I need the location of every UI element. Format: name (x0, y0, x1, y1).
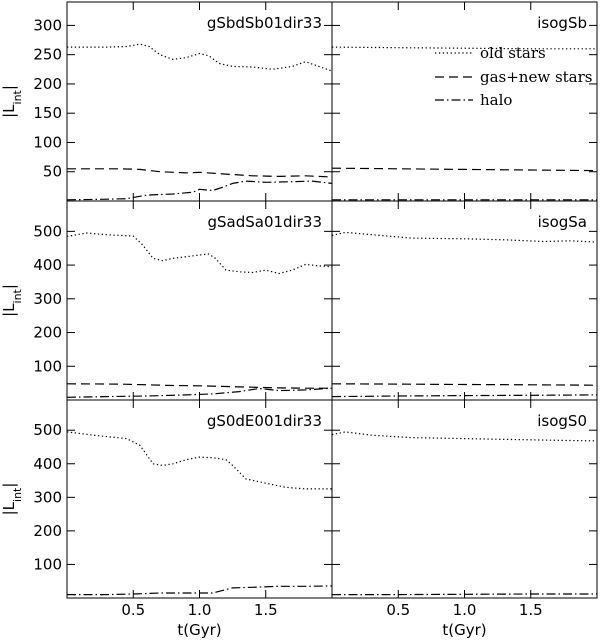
y-tick-label: 100 (33, 133, 62, 151)
y-tick-label: 250 (33, 46, 62, 64)
y-axis-title-subscript: int (11, 89, 24, 104)
y-tick-label: 400 (33, 455, 62, 473)
series-line-dotted (66, 232, 333, 275)
panel-1-0: 100 200 300 400 500 gSadSa01dir33 (33, 200, 333, 401)
panel-label: gSadSa01dir33 (208, 213, 323, 231)
panel-0-1: isogSb (331, 1, 598, 202)
series-line-dotted (66, 431, 332, 490)
panel-label: gS0dE001dir33 (207, 412, 322, 430)
series-line-dash-dot (67, 585, 333, 596)
y-tick-label: 300 (33, 290, 62, 308)
series-line-dashed (66, 383, 332, 389)
x-axis-title: t(Gyr) (177, 621, 221, 639)
y-axis-title: |Lint| (0, 284, 24, 317)
legend-label: gas+new stars (480, 68, 593, 86)
y-tick-label: 200 (33, 522, 62, 540)
x-axis-titles: t(Gyr) t(Gyr) (177, 621, 486, 639)
series-line-dotted (331, 46, 597, 50)
series-line-dash-dot (331, 394, 598, 398)
panel-1-1: isogSa (331, 200, 598, 401)
x-tick-label: 1.5 (254, 601, 278, 619)
x-tick-label: 1.5 (519, 601, 543, 619)
y-tick-label: 100 (33, 555, 62, 573)
series-line-dashed (331, 383, 598, 386)
y-axis-title: |Lint| (0, 85, 24, 118)
y-axis-title-subscript: int (11, 487, 24, 502)
y-axis-title-end: | (0, 284, 18, 289)
x-axis-title: t(Gyr) (442, 621, 486, 639)
panel-label: isogSa (538, 213, 587, 231)
panel-label: gSbdSb01dir33 (207, 14, 322, 32)
series-line-dashed (331, 167, 598, 172)
y-tick-label: 400 (33, 256, 62, 274)
series-line-dotted (67, 43, 333, 72)
y-tick-label: 150 (33, 104, 62, 122)
legend: old stars gas+new stars halo (435, 44, 593, 109)
y-tick-label: 300 (33, 488, 62, 506)
series-line-dotted (331, 431, 598, 442)
series-line-dash-dot (66, 180, 333, 201)
series-line-dotted (331, 231, 598, 243)
y-tick-label: 100 (33, 357, 62, 375)
y-axis-title-end: | (0, 85, 18, 90)
legend-label: halo (480, 91, 512, 109)
x-tick-label: 1.0 (453, 601, 477, 619)
x-tick-label: 0.5 (121, 601, 145, 619)
y-tick-label: 500 (33, 222, 62, 240)
y-tick-label: 50 (43, 163, 62, 181)
y-axis-title-subscript: int (11, 288, 24, 303)
series-line-dashed (67, 168, 333, 178)
y-tick-label: 300 (33, 16, 62, 34)
legend-label: old stars (480, 44, 546, 62)
y-tick-label: 200 (33, 75, 62, 93)
panel-2-0: 0.5 1.0 1.5 100 200 300 400 500 gS0dE001dir33 (33, 399, 333, 619)
y-axis-titles: |Lint| |Lint| |Lint| (0, 85, 24, 515)
panel-0-0: 50 100 150 200 250 300 gSbdSb01dir33 (33, 1, 333, 202)
panel-label: isogSb (537, 14, 587, 32)
panels-layer: 50 100 150 200 250 300 gSbdSb01dir33 isogSb 100 2… (33, 1, 598, 619)
y-tick-label: 500 (33, 421, 62, 439)
panel-2-1: 0.5 1.0 1.5 isogS0 (331, 399, 598, 619)
y-axis-title: |Lint| (0, 483, 24, 516)
x-tick-label: 0.5 (386, 601, 410, 619)
x-tick-label: 1.0 (188, 601, 212, 619)
y-axis-title-end: | (0, 483, 18, 488)
y-tick-label: 200 (33, 324, 62, 342)
series-line-dash-dot (332, 593, 597, 596)
panel-label: isogS0 (537, 412, 587, 430)
